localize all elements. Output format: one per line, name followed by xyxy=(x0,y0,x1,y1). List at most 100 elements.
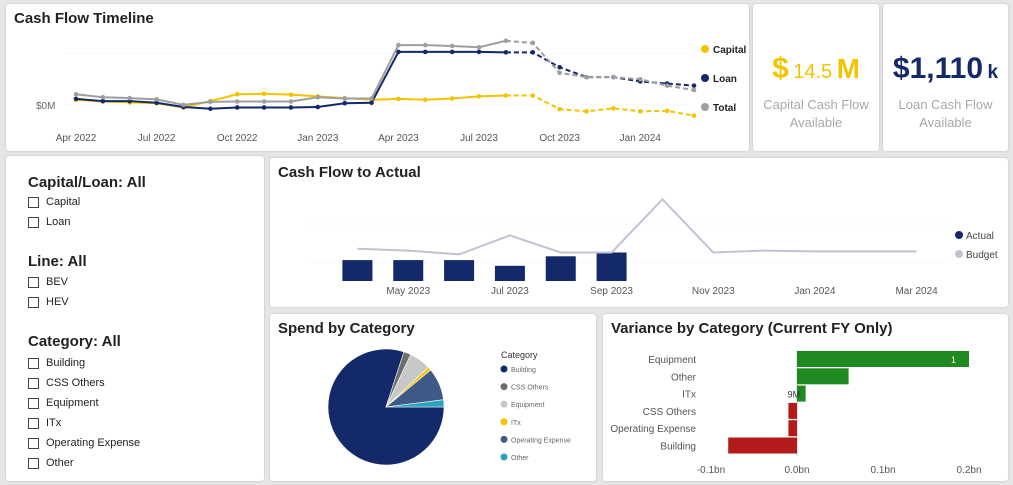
data-point[interactable] xyxy=(73,91,79,97)
checkbox-icon[interactable] xyxy=(28,397,39,409)
data-point[interactable] xyxy=(100,98,106,104)
actual-bar[interactable] xyxy=(444,260,475,281)
actual-bar[interactable] xyxy=(494,265,525,281)
legend-label-capital[interactable]: Capital xyxy=(713,45,747,56)
data-point[interactable] xyxy=(234,99,240,104)
legend-label-actual[interactable]: Actual xyxy=(966,231,994,242)
actual-bar[interactable] xyxy=(596,252,627,282)
bev-option[interactable]: BEV xyxy=(28,276,68,288)
checkbox-icon[interactable] xyxy=(28,417,39,429)
data-point[interactable] xyxy=(691,87,697,93)
building-option[interactable]: Building xyxy=(28,357,85,369)
data-point[interactable] xyxy=(584,109,589,114)
actual-bar[interactable] xyxy=(545,256,576,281)
data-point[interactable] xyxy=(181,102,186,108)
data-point[interactable] xyxy=(342,100,347,106)
data-point[interactable] xyxy=(208,106,213,112)
other-option[interactable]: Other xyxy=(28,457,74,469)
legend-label[interactable]: Building xyxy=(511,367,536,374)
series-forecast-line-total[interactable] xyxy=(505,39,695,91)
legend-label[interactable]: Other xyxy=(511,455,529,462)
data-point[interactable] xyxy=(691,83,697,88)
data-point[interactable] xyxy=(476,44,482,50)
data-point[interactable] xyxy=(557,70,562,76)
data-point[interactable] xyxy=(664,108,670,114)
data-point[interactable] xyxy=(396,42,401,48)
data-point[interactable] xyxy=(423,49,428,55)
data-point[interactable] xyxy=(611,74,616,80)
data-point[interactable] xyxy=(691,113,697,118)
data-point[interactable] xyxy=(261,105,267,110)
data-point[interactable] xyxy=(100,94,106,100)
data-point[interactable] xyxy=(234,105,240,110)
spend-by-category-chart[interactable]: Category Building CSS Others Equipment ITx Op… xyxy=(270,314,596,481)
variance-bar[interactable] xyxy=(728,437,797,454)
checkbox-icon[interactable] xyxy=(28,457,39,469)
data-point[interactable] xyxy=(476,49,482,55)
variance-by-category-chart[interactable]: Equipment 1 Other ITx 9M CSS Others Operating … xyxy=(603,314,1008,481)
legend-label-total[interactable]: Total xyxy=(713,103,736,114)
loan-option[interactable]: Loan xyxy=(28,216,70,228)
data-point[interactable] xyxy=(423,42,428,48)
data-point[interactable] xyxy=(342,96,347,101)
checkbox-icon[interactable] xyxy=(28,296,39,308)
data-point[interactable] xyxy=(449,49,455,55)
equipment-option[interactable]: Equipment xyxy=(28,397,99,409)
actual-bar[interactable] xyxy=(342,260,373,281)
budget-line[interactable] xyxy=(357,197,917,256)
variance-bar[interactable] xyxy=(797,351,969,367)
variance-bar[interactable] xyxy=(788,402,797,419)
data-point[interactable] xyxy=(449,43,455,49)
variance-bar[interactable] xyxy=(797,368,849,385)
data-point[interactable] xyxy=(476,94,482,99)
data-point[interactable] xyxy=(449,96,455,101)
legend-label-budget[interactable]: Budget xyxy=(966,250,998,261)
data-point[interactable] xyxy=(557,106,562,112)
data-point[interactable] xyxy=(154,97,159,102)
data-point[interactable] xyxy=(288,99,294,104)
legend-label[interactable]: Operating Expense xyxy=(511,437,571,444)
data-point[interactable] xyxy=(396,49,401,55)
checkbox-icon[interactable] xyxy=(28,357,39,369)
css-others-option[interactable]: CSS Others xyxy=(28,377,105,389)
data-point[interactable] xyxy=(369,96,374,101)
pie-slice[interactable] xyxy=(327,348,445,466)
data-point[interactable] xyxy=(557,65,562,70)
capital-option[interactable]: Capital xyxy=(28,196,80,208)
data-point[interactable] xyxy=(664,83,670,88)
checkbox-icon[interactable] xyxy=(28,196,39,208)
data-point[interactable] xyxy=(611,106,616,111)
actual-bar[interactable] xyxy=(393,260,424,281)
legend-label[interactable]: ITx xyxy=(511,420,521,427)
series-forecast-line-capital[interactable] xyxy=(505,94,695,117)
data-point[interactable] xyxy=(584,74,589,80)
data-point[interactable] xyxy=(503,38,509,44)
checkbox-icon[interactable] xyxy=(28,276,39,288)
checkbox-icon[interactable] xyxy=(28,377,39,389)
data-point[interactable] xyxy=(637,76,643,82)
data-point[interactable] xyxy=(234,91,240,97)
hev-option[interactable]: HEV xyxy=(28,296,69,308)
data-point[interactable] xyxy=(369,100,374,106)
data-point[interactable] xyxy=(530,50,536,55)
legend-label-loan[interactable]: Loan xyxy=(713,74,737,85)
variance-bar[interactable] xyxy=(797,385,806,402)
data-point[interactable] xyxy=(423,97,428,103)
data-point[interactable] xyxy=(208,99,213,105)
checkbox-icon[interactable] xyxy=(28,216,39,228)
data-point[interactable] xyxy=(396,96,401,102)
checkbox-icon[interactable] xyxy=(28,437,39,449)
legend-label[interactable]: CSS Others xyxy=(511,385,549,392)
variance-bar[interactable] xyxy=(788,420,797,437)
pie-slice[interactable] xyxy=(385,399,445,408)
cash-flow-to-actual-chart[interactable]: May 2023 Jul 2023 Sep 2023 Nov 2023 Jan 2024… xyxy=(270,158,1008,307)
data-point[interactable] xyxy=(503,93,509,98)
data-point[interactable] xyxy=(261,99,267,104)
operating-expense-option[interactable]: Operating Expense xyxy=(28,437,140,449)
cash-flow-timeline-chart[interactable]: $0M Apr 2022 Jul 2022 Oct 2022 Jan 2023 Apr 2… xyxy=(6,4,749,151)
data-point[interactable] xyxy=(288,92,294,97)
data-point[interactable] xyxy=(261,91,267,97)
series-forecast-line-loan[interactable] xyxy=(505,51,695,87)
data-point[interactable] xyxy=(503,50,509,55)
data-point[interactable] xyxy=(315,104,321,110)
